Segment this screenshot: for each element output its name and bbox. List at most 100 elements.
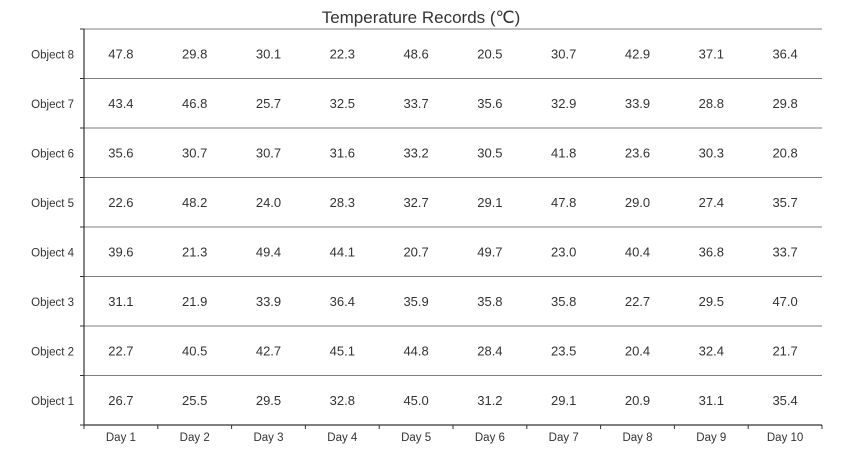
table-cell: 21.7 (772, 343, 797, 358)
table-cell: 33.7 (772, 244, 797, 259)
column-label: Day 9 (696, 432, 726, 444)
column-label: Day 10 (767, 432, 803, 444)
column-label: Day 1 (106, 432, 136, 444)
table-cell: 20.5 (477, 46, 502, 61)
row-label: Object 5 (31, 198, 74, 210)
table-cell: 27.4 (699, 195, 724, 210)
table-cell: 40.5 (182, 343, 207, 358)
row-label: Object 7 (31, 99, 74, 111)
row-label: Object 4 (31, 247, 74, 259)
table-cell: 46.8 (182, 96, 207, 111)
table-cell: 30.1 (256, 46, 281, 61)
table-cell: 21.9 (182, 294, 207, 309)
table-grid (80, 28, 823, 429)
table-cell: 25.5 (182, 393, 207, 408)
row-label: Object 8 (31, 49, 74, 61)
row-label: Object 2 (31, 346, 74, 358)
table-cell: 33.9 (625, 96, 650, 111)
table-cell: 20.4 (625, 343, 650, 358)
table-cell: 23.6 (625, 145, 650, 160)
table-cell: 32.7 (403, 195, 428, 210)
table-cell: 20.7 (403, 244, 428, 259)
table-cell: 20.9 (625, 393, 650, 408)
table-cell: 26.7 (108, 393, 133, 408)
table-cell: 31.1 (108, 294, 133, 309)
table-cell: 49.4 (256, 244, 281, 259)
table-cell: 44.1 (330, 244, 355, 259)
table-cell: 35.7 (772, 195, 797, 210)
row-label: Object 3 (31, 297, 74, 309)
table-cell: 45.0 (403, 393, 428, 408)
table-cell: 35.8 (477, 294, 502, 309)
table-cell: 35.4 (772, 393, 797, 408)
table-cell: 29.8 (772, 96, 797, 111)
table-cell: 23.0 (551, 244, 576, 259)
table-cell: 29.0 (625, 195, 650, 210)
column-label: Day 2 (180, 432, 210, 444)
column-label: Day 4 (327, 432, 358, 444)
table-cell: 29.1 (477, 195, 502, 210)
table-cell: 48.6 (403, 46, 428, 61)
table-cell: 32.5 (330, 96, 355, 111)
row-label: Object 1 (31, 396, 74, 408)
table-cell: 28.8 (699, 96, 724, 111)
column-labels: Day 1 Day 2 Day 3 Day 4 Day 5 Day 6 Day 7 Day 8… (106, 432, 803, 444)
table-cell: 36.4 (772, 46, 797, 61)
table-cell: 35.6 (477, 96, 502, 111)
column-label: Day 8 (622, 432, 652, 444)
table-cell: 31.1 (699, 393, 724, 408)
table-cell: 30.3 (699, 145, 724, 160)
table-cell: 35.9 (403, 294, 428, 309)
table-cell: 42.7 (256, 343, 281, 358)
table-cell: 33.2 (403, 145, 428, 160)
table-cell: 44.8 (403, 343, 428, 358)
table-cell: 29.5 (256, 393, 281, 408)
table-cell: 35.6 (108, 145, 133, 160)
table-cell: 32.9 (551, 96, 576, 111)
column-label: Day 6 (475, 432, 505, 444)
table-cell: 24.0 (256, 195, 281, 210)
table-cell: 28.3 (330, 195, 355, 210)
column-label: Day 5 (401, 432, 431, 444)
table-cell: 45.1 (330, 343, 355, 358)
table-cell: 39.6 (108, 244, 133, 259)
row-label: Object 6 (31, 148, 74, 160)
table-cell: 47.8 (551, 195, 576, 210)
table-cell: 35.8 (551, 294, 576, 309)
table-cell: 22.7 (108, 343, 133, 358)
table-cell: 42.9 (625, 46, 650, 61)
table-cell: 40.4 (625, 244, 650, 259)
table-cell: 33.7 (403, 96, 428, 111)
table-cell: 20.8 (772, 145, 797, 160)
table-cell: 36.8 (699, 244, 724, 259)
table-cell: 29.8 (182, 46, 207, 61)
table-cells: 47.8 29.8 30.1 22.3 48.6 20.5 30.7 42.9 37.1 36.4… (108, 46, 798, 408)
table-cell: 33.9 (256, 294, 281, 309)
column-label: Day 3 (253, 432, 283, 444)
table-cell: 28.4 (477, 343, 502, 358)
row-labels: Object 8 Object 7 Object 6 Object 5 Object 4… (31, 49, 74, 408)
chart-title: Temperature Records (℃) (322, 8, 521, 27)
table-cell: 37.1 (699, 46, 724, 61)
table-cell: 22.7 (625, 294, 650, 309)
table-cell: 47.0 (772, 294, 797, 309)
table-cell: 29.5 (699, 294, 724, 309)
table-cell: 43.4 (108, 96, 133, 111)
table-cell: 30.7 (551, 46, 576, 61)
table-cell: 22.6 (108, 195, 133, 210)
table-cell: 31.6 (330, 145, 355, 160)
table-cell: 30.7 (182, 145, 207, 160)
column-label: Day 7 (549, 432, 579, 444)
table-cell: 21.3 (182, 244, 207, 259)
table-cell: 31.2 (477, 393, 502, 408)
table-cell: 23.5 (551, 343, 576, 358)
table-cell: 49.7 (477, 244, 502, 259)
table-cell: 41.8 (551, 145, 576, 160)
table-cell: 32.8 (330, 393, 355, 408)
table-cell: 32.4 (699, 343, 724, 358)
table-cell: 30.7 (256, 145, 281, 160)
table-cell: 48.2 (182, 195, 207, 210)
table-cell: 29.1 (551, 393, 576, 408)
table-cell: 30.5 (477, 145, 502, 160)
